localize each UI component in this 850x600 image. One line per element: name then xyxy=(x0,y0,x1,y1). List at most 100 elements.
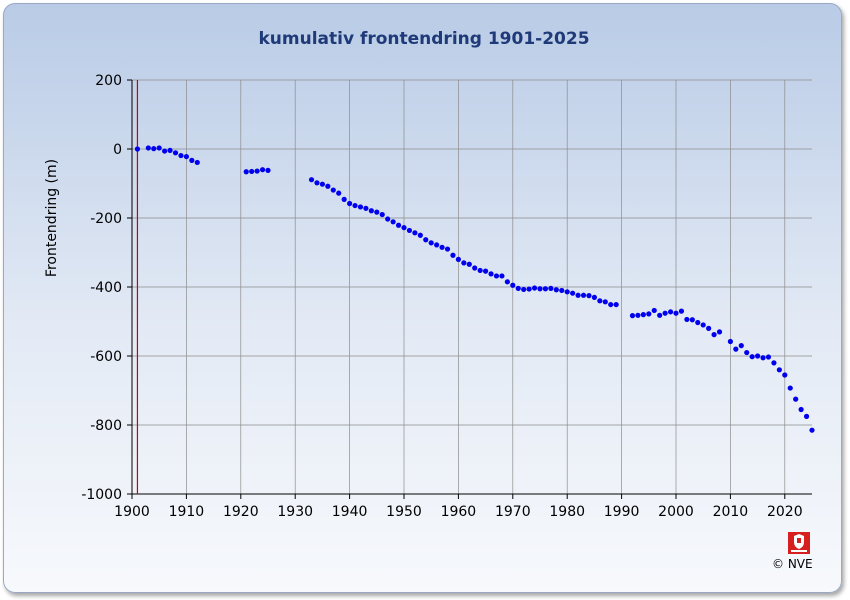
data-points xyxy=(134,145,815,433)
data-point xyxy=(385,216,391,222)
data-point xyxy=(390,219,396,225)
data-point xyxy=(156,145,162,151)
data-point xyxy=(559,287,565,294)
data-point xyxy=(477,267,483,274)
data-point xyxy=(151,146,157,152)
data-point xyxy=(455,256,461,262)
data-point xyxy=(314,180,320,186)
data-point xyxy=(357,204,364,210)
data-point xyxy=(689,317,695,323)
data-point xyxy=(608,301,614,308)
data-point xyxy=(521,286,527,293)
x-tick-label: 1990 xyxy=(604,504,640,520)
data-point xyxy=(423,237,429,243)
data-point xyxy=(428,240,434,246)
data-point xyxy=(793,396,799,402)
data-point xyxy=(483,268,489,274)
data-point xyxy=(347,200,353,207)
data-point xyxy=(570,290,576,296)
data-point xyxy=(379,211,385,218)
data-point xyxy=(265,167,271,173)
x-tick-label: 1950 xyxy=(386,504,422,520)
data-point xyxy=(493,273,500,279)
data-point xyxy=(749,354,755,360)
data-point xyxy=(537,286,543,292)
data-point xyxy=(597,298,603,304)
data-point xyxy=(706,325,712,331)
data-point xyxy=(401,225,407,231)
data-point xyxy=(591,294,598,300)
data-point xyxy=(586,293,592,299)
x-tick-label: 1980 xyxy=(549,504,585,520)
data-point xyxy=(412,230,418,236)
data-point xyxy=(787,385,793,391)
data-point xyxy=(771,360,777,366)
data-point xyxy=(531,285,538,291)
data-point xyxy=(526,286,532,292)
data-point xyxy=(167,147,173,153)
x-tick-label: 1930 xyxy=(277,504,313,520)
data-point xyxy=(194,159,200,166)
data-point xyxy=(434,242,440,248)
data-point xyxy=(450,252,456,258)
x-tick-label: 1970 xyxy=(495,504,531,520)
data-point xyxy=(755,353,761,359)
data-point xyxy=(629,313,636,319)
data-point xyxy=(504,279,510,285)
data-point xyxy=(374,209,380,215)
data-point xyxy=(439,244,445,250)
tick-labels: 1900 1910 1920 1930 1940 1950 1960 1970 1980 1990… xyxy=(81,73,802,520)
data-point xyxy=(499,273,505,279)
data-point xyxy=(678,308,685,314)
data-point xyxy=(803,413,810,419)
data-point xyxy=(325,183,331,189)
data-point xyxy=(553,287,559,293)
data-point xyxy=(798,406,804,413)
data-point xyxy=(243,169,249,175)
y-tick-label: -200 xyxy=(90,211,122,227)
data-point xyxy=(716,329,723,335)
data-point xyxy=(472,265,478,271)
data-point xyxy=(178,152,184,159)
y-tick-label: 200 xyxy=(95,73,122,89)
data-point xyxy=(733,346,739,352)
x-tick-label: 2000 xyxy=(658,504,694,520)
data-point xyxy=(515,285,521,291)
data-point xyxy=(466,261,472,267)
x-tick-label: 1960 xyxy=(441,504,477,520)
axes xyxy=(127,79,812,499)
data-point xyxy=(738,343,744,349)
data-point xyxy=(667,309,674,315)
data-point xyxy=(319,181,325,187)
data-point xyxy=(249,168,255,175)
y-tick-label: -800 xyxy=(90,418,122,434)
data-point xyxy=(602,299,608,305)
x-tick-label: 1910 xyxy=(169,504,205,520)
data-point xyxy=(254,168,260,174)
data-point xyxy=(744,349,750,356)
data-point xyxy=(635,312,641,318)
data-point xyxy=(760,355,766,361)
copyright-text: © NVE xyxy=(772,557,813,571)
data-point xyxy=(417,232,423,238)
x-tick-label: 2010 xyxy=(713,504,749,520)
data-point xyxy=(727,338,734,345)
data-point xyxy=(684,316,690,323)
data-point xyxy=(352,202,358,209)
data-point xyxy=(134,146,141,152)
y-tick-label: -600 xyxy=(90,349,122,365)
data-point xyxy=(711,332,717,338)
data-point xyxy=(444,246,451,252)
y-axis-label: Frontendring (m) xyxy=(44,159,60,277)
data-point xyxy=(330,187,336,193)
data-point xyxy=(657,312,663,318)
data-point xyxy=(809,427,815,433)
data-point xyxy=(782,372,788,378)
y-tick-label: -1000 xyxy=(81,487,122,503)
chart: kumulativ frontendring 1901-2025 Fronten… xyxy=(44,29,815,520)
data-point xyxy=(613,301,619,308)
data-point xyxy=(510,282,516,288)
data-point xyxy=(765,354,772,360)
data-point xyxy=(368,208,374,214)
grid xyxy=(131,79,812,495)
